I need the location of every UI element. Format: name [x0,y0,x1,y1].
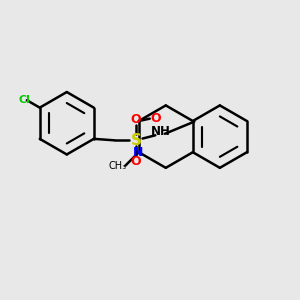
Text: O: O [131,113,141,126]
Text: NH: NH [151,125,171,138]
Text: S: S [130,133,142,148]
Text: N: N [133,146,143,159]
Text: O: O [131,155,141,168]
Text: O: O [150,112,161,124]
Text: Cl: Cl [19,94,30,105]
Text: CH₃: CH₃ [109,160,127,171]
